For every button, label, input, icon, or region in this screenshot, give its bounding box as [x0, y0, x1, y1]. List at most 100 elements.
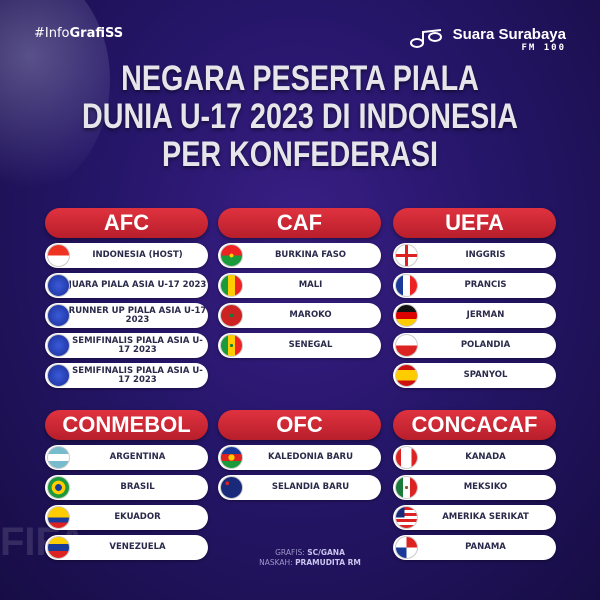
credits-text: PRAMUDITA RM [295, 558, 361, 567]
hashtag-bold: GrafiSS [69, 26, 124, 41]
confederation-header: CONMEBOL [45, 410, 208, 440]
team-row: SEMIFINALIS PIALA ASIA U-17 2023 [45, 363, 208, 388]
credits-graphics-label: GRAFIS: [275, 548, 305, 557]
team-label: BURKINA FASO [274, 250, 347, 260]
credits-graphics: SC/GANA [307, 548, 345, 557]
team-label: KANADA [465, 452, 506, 462]
indonesia-flag-icon [47, 244, 70, 267]
team-row: KANADA [393, 445, 556, 470]
team-label: INDONESIA (HOST) [92, 250, 183, 260]
team-row: EKUADOR [45, 505, 208, 530]
credits-text-label: NASKAH: [259, 558, 293, 567]
team-label: KALEDONIA BARU [268, 452, 353, 462]
burkina-faso-flag-icon [220, 244, 243, 267]
confederation-header: UEFA [393, 208, 556, 238]
team-label: PRANCIS [464, 280, 507, 290]
confederation-header: OFC [218, 410, 381, 440]
brand-logo: Suara Surabaya FM 100 [409, 26, 566, 53]
team-label: ARGENTINA [109, 452, 166, 462]
team-label: VENEZUELA [109, 542, 166, 552]
brand-sub: FM 100 [521, 43, 566, 53]
music-note-icon [409, 29, 442, 48]
afc-logo-flag-icon [47, 364, 70, 387]
team-row: PRANCIS [393, 273, 556, 298]
team-label: MALI [298, 280, 323, 290]
team-row: JERMAN [393, 303, 556, 328]
brazil-flag-icon [47, 476, 70, 499]
germany-flag-icon [395, 304, 418, 327]
morocco-flag-icon [220, 304, 243, 327]
team-row: SELANDIA BARU [218, 475, 381, 500]
hashtag-prefix: #Info [34, 26, 70, 41]
england-flag-icon [395, 244, 418, 267]
mali-flag-icon [220, 274, 243, 297]
team-label: POLANDIA [460, 340, 511, 350]
team-label: BRASIL [120, 482, 155, 492]
afc-logo-flag-icon [47, 304, 70, 327]
confederation-ofc: OFC KALEDONIA BARU SELANDIA BARU [218, 410, 381, 500]
afc-logo-flag-icon [47, 334, 70, 357]
team-label: SELANDIA BARU [271, 482, 350, 492]
usa-flag-icon [395, 506, 418, 529]
team-row: SPANYOL [393, 363, 556, 388]
title-line: PER KONFEDERASI [162, 135, 438, 174]
team-label: INGGRIS [465, 250, 506, 260]
new-zealand-flag-icon [220, 476, 243, 499]
team-row: BRASIL [45, 475, 208, 500]
team-row: INDONESIA (HOST) [45, 243, 208, 268]
page-title: NEGARA PESERTA PIALA DUNIA U-17 2023 DI … [54, 60, 546, 174]
team-label: MAROKO [289, 310, 332, 320]
team-label: SENEGAL [288, 340, 333, 350]
confederation-header: CAF [218, 208, 381, 238]
canada-flag-icon [395, 446, 418, 469]
team-row: INGGRIS [393, 243, 556, 268]
team-label: SEMIFINALIS PIALA ASIA U-17 2023 [72, 365, 203, 385]
hashtag: #InfoGrafiSS [34, 26, 123, 41]
team-label: EKUADOR [114, 512, 161, 522]
team-row: ARGENTINA [45, 445, 208, 470]
confederation-concacaf: CONCACAF KANADA MEKSIKO AMERIKA SERIKAT PANA… [393, 410, 556, 560]
title-line: DUNIA U-17 2023 DI INDONESIA [82, 97, 518, 136]
brand-name: Suara Surabaya [452, 26, 566, 43]
spain-flag-icon [395, 364, 418, 387]
team-row: RUNNER UP PIALA ASIA U-17 2023 [45, 303, 208, 328]
team-label: AMERIKA SERIKAT [442, 512, 529, 522]
team-row: MAROKO [218, 303, 381, 328]
team-label: JUARA PIALA ASIA U-17 2023 [68, 280, 207, 290]
senegal-flag-icon [220, 334, 243, 357]
team-row: KALEDONIA BARU [218, 445, 381, 470]
poland-flag-icon [395, 334, 418, 357]
panama-flag-icon [395, 536, 418, 559]
team-label: SEMIFINALIS PIALA ASIA U-17 2023 [72, 335, 203, 355]
team-label: JERMAN [466, 310, 505, 320]
confederation-afc: AFC INDONESIA (HOST) JUARA PIALA ASIA U-17… [45, 208, 208, 388]
team-row: MEKSIKO [393, 475, 556, 500]
team-row: JUARA PIALA ASIA U-17 2023 [45, 273, 208, 298]
team-label: PANAMA [465, 542, 506, 552]
team-row: MALI [218, 273, 381, 298]
confederation-conmebol: CONMEBOL ARGENTINA BRASIL EKUADOR VENEZUELA [45, 410, 208, 560]
confederation-uefa: UEFA INGGRIS PRANCIS JERMAN POLANDIA SPANYOL [393, 208, 556, 388]
team-row: AMERIKA SERIKAT [393, 505, 556, 530]
mexico-flag-icon [395, 476, 418, 499]
team-row: POLANDIA [393, 333, 556, 358]
title-line: NEGARA PESERTA PIALA [121, 59, 479, 98]
team-label: SPANYOL [463, 370, 508, 380]
ecuador-flag-icon [47, 506, 70, 529]
argentina-flag-icon [47, 446, 70, 469]
team-row: VENEZUELA [45, 535, 208, 560]
france-flag-icon [395, 274, 418, 297]
confederation-header: CONCACAF [393, 410, 556, 440]
team-row: SEMIFINALIS PIALA ASIA U-17 2023 [45, 333, 208, 358]
venezuela-flag-icon [47, 536, 70, 559]
afc-logo-flag-icon [47, 274, 70, 297]
confederation-header: AFC [45, 208, 208, 238]
confederation-caf: CAF BURKINA FASO MALI MAROKO SENEGAL [218, 208, 381, 358]
credits: GRAFIS: SC/GANA NASKAH: PRAMUDITA RM [210, 548, 410, 568]
new-caledonia-flag-icon [220, 446, 243, 469]
team-label: MEKSIKO [463, 482, 508, 492]
team-row: SENEGAL [218, 333, 381, 358]
team-label: RUNNER UP PIALA ASIA U-17 2023 [68, 305, 207, 325]
team-row: PANAMA [393, 535, 556, 560]
